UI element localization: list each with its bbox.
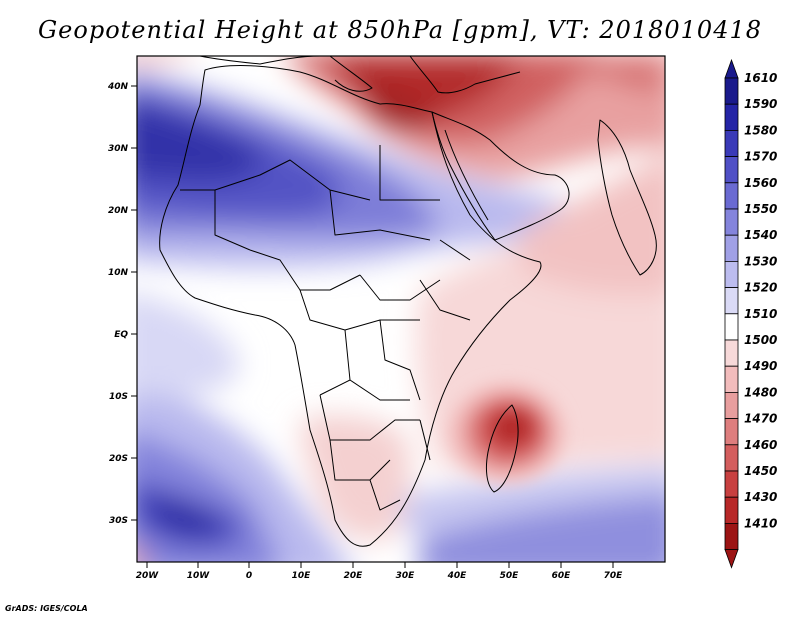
- lon-label: 20E: [344, 571, 364, 581]
- lat-label: EQ: [114, 330, 128, 340]
- colorbar-swatch: [724, 287, 739, 315]
- lon-label: 20W: [136, 571, 160, 581]
- credit-text: GrADS: IGES/COLA: [5, 604, 88, 613]
- colorbar-label: 1410: [744, 516, 777, 530]
- colorbar-label: 1610: [744, 71, 777, 85]
- lat-label: 40N: [107, 82, 129, 92]
- lon-label: 60E: [552, 571, 572, 581]
- colorbar-label: 1530: [744, 254, 777, 268]
- colorbar-label: 1470: [744, 412, 777, 426]
- colorbar-label: 1560: [744, 176, 777, 190]
- colorbar-label: 1510: [744, 307, 777, 321]
- colorbar-label: 1520: [744, 281, 777, 295]
- colorbar-label: 1480: [744, 385, 777, 399]
- colorbar-bottom-arrow: [724, 549, 739, 569]
- colorbar-swatch: [724, 182, 739, 210]
- colorbar-swatch: [724, 313, 739, 341]
- map-title: Geopotential Height at 850hPa [gpm], VT:…: [38, 16, 762, 44]
- lon-label: 50E: [500, 571, 520, 581]
- colorbar-label: 1580: [744, 123, 777, 137]
- colorbar-swatch: [724, 339, 739, 367]
- colorbar-swatch: [724, 234, 739, 262]
- colorbar-swatch: [724, 156, 739, 184]
- colorbar-legend: 1610 1590 1580 1570 1560 1550 1540 1530 1520 1510…: [724, 58, 777, 569]
- colorbar-swatch: [724, 260, 739, 288]
- lat-label: 30S: [109, 516, 128, 526]
- colorbar-swatch: [724, 208, 739, 236]
- colorbar-swatch: [724, 470, 739, 498]
- colorbar-swatch: [724, 103, 739, 131]
- colorbar-label: 1540: [744, 228, 777, 242]
- lat-label: 10N: [108, 268, 129, 278]
- colorbar-label: 1430: [744, 490, 777, 504]
- colorbar-label: 1570: [744, 150, 777, 164]
- lon-label: 40E: [447, 571, 468, 581]
- lat-axis: 40N 30N 20N 10N EQ 10S 20S 30S: [107, 82, 137, 526]
- colorbar-top-arrow: [724, 58, 739, 79]
- lon-label: 30E: [396, 571, 416, 581]
- colorbar-swatch: [724, 365, 739, 393]
- coastlines: [159, 56, 657, 547]
- map-frame: [136, 55, 666, 563]
- lat-label: 30N: [108, 144, 129, 154]
- height-field: [137, 56, 665, 562]
- lat-label: 20N: [108, 206, 129, 216]
- colorbar-label: 1490: [744, 359, 777, 373]
- colorbar-label: 1590: [744, 97, 777, 111]
- colorbar-label: 1450: [744, 464, 777, 478]
- colorbar-swatch: [724, 129, 739, 157]
- lon-label: 0: [246, 571, 252, 581]
- colorbar-swatch: [724, 444, 739, 472]
- lon-axis: 20W 10W 0 10E 20E 30E 40E 50E 60E 70E: [136, 562, 623, 581]
- colorbar-label: 1460: [744, 438, 777, 452]
- colorbar-label: 1500: [744, 333, 777, 347]
- colorbar-swatch: [724, 496, 739, 524]
- colorbar-swatch: [724, 418, 739, 446]
- lon-label: 70E: [604, 571, 624, 581]
- lon-label: 10W: [187, 571, 211, 581]
- colorbar-swatch: [724, 523, 739, 551]
- lat-label: 20S: [109, 454, 128, 464]
- colorbar-label: 1550: [744, 202, 777, 216]
- lat-label: 10S: [109, 392, 128, 402]
- colorbar-swatch: [724, 391, 739, 419]
- colorbar-swatch: [724, 77, 739, 105]
- lon-label: 10E: [292, 571, 312, 581]
